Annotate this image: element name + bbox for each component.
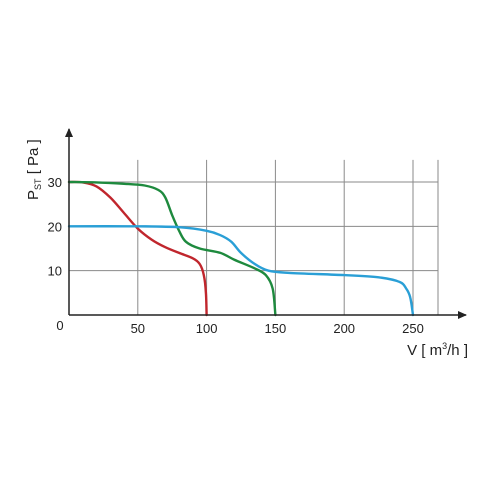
x-axis-label-superscript: 3 bbox=[442, 341, 447, 351]
series-line-1 bbox=[67, 180, 208, 317]
y-tick-label: 10 bbox=[48, 264, 62, 279]
series-lines bbox=[67, 180, 415, 317]
x-tick-label: 250 bbox=[402, 321, 424, 336]
y-axis-label-subscript: ST bbox=[33, 178, 43, 190]
x-axis-label-tail: /h ] bbox=[447, 342, 468, 359]
axes bbox=[65, 128, 467, 319]
y-tick-label: 20 bbox=[48, 219, 62, 234]
x-axis-label-main: V [ m bbox=[407, 342, 442, 359]
y-axis-label-main: P bbox=[25, 190, 42, 200]
series-line-2 bbox=[67, 180, 277, 317]
x-tick-label: 50 bbox=[131, 321, 145, 336]
y-axis-label-tail: [ Pa ] bbox=[25, 139, 42, 178]
tick-labels: 50 100 150 200 250 10 20 30 bbox=[48, 175, 424, 336]
y-tick-label: 30 bbox=[48, 175, 62, 190]
y-axis-label: PST [ Pa ] bbox=[25, 139, 43, 200]
origin-label: 0 bbox=[56, 318, 63, 333]
x-axis-label: V [ m3/h ] bbox=[407, 341, 468, 359]
x-tick-label: 200 bbox=[333, 321, 355, 336]
x-tick-label: 100 bbox=[196, 321, 218, 336]
series-line-3 bbox=[67, 225, 415, 317]
x-tick-label: 150 bbox=[265, 321, 287, 336]
